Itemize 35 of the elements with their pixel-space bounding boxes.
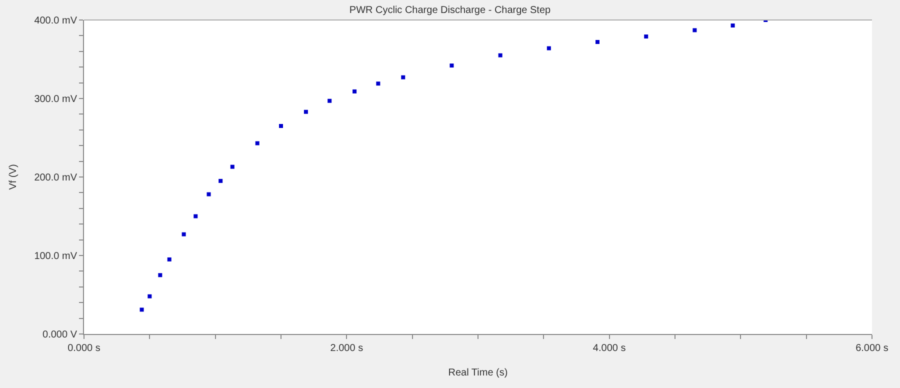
point bbox=[194, 214, 198, 218]
y-tick-label: 300.0 mV bbox=[34, 94, 78, 105]
point bbox=[376, 82, 380, 86]
point bbox=[167, 257, 172, 262]
y-axis-title: Vf (V) bbox=[8, 164, 20, 190]
point bbox=[148, 294, 152, 298]
point bbox=[352, 89, 357, 94]
point bbox=[304, 110, 308, 114]
x-tick-label: 2.000 s bbox=[330, 343, 364, 354]
point bbox=[730, 24, 735, 28]
point bbox=[644, 34, 648, 38]
point bbox=[546, 46, 551, 50]
point bbox=[498, 53, 502, 58]
point bbox=[401, 75, 406, 80]
point bbox=[279, 124, 283, 128]
point bbox=[328, 98, 332, 103]
point bbox=[140, 308, 144, 312]
x-tick-label: 4.000 s bbox=[592, 343, 626, 354]
point bbox=[158, 273, 162, 278]
point bbox=[206, 192, 211, 196]
y-tick-label: 100.0 mV bbox=[34, 251, 78, 262]
point bbox=[255, 141, 260, 146]
point bbox=[182, 232, 186, 236]
y-tick-label: 0.000 V bbox=[42, 330, 78, 340]
point bbox=[218, 178, 223, 183]
point bbox=[450, 64, 454, 68]
point bbox=[692, 28, 697, 32]
point bbox=[230, 164, 234, 169]
y-tick-label: 200.0 mV bbox=[34, 172, 78, 184]
x-tick-label: 6.000 s bbox=[856, 343, 888, 354]
point bbox=[596, 40, 600, 44]
y-tick-label: 400.0 mV bbox=[34, 16, 78, 26]
x-axis-title: Real Time (s) bbox=[448, 368, 508, 378]
x-tick-label: 0.000 s bbox=[68, 343, 100, 354]
chart-title: PWR Cyclic Charge Discharge - Charge Step bbox=[349, 4, 552, 16]
